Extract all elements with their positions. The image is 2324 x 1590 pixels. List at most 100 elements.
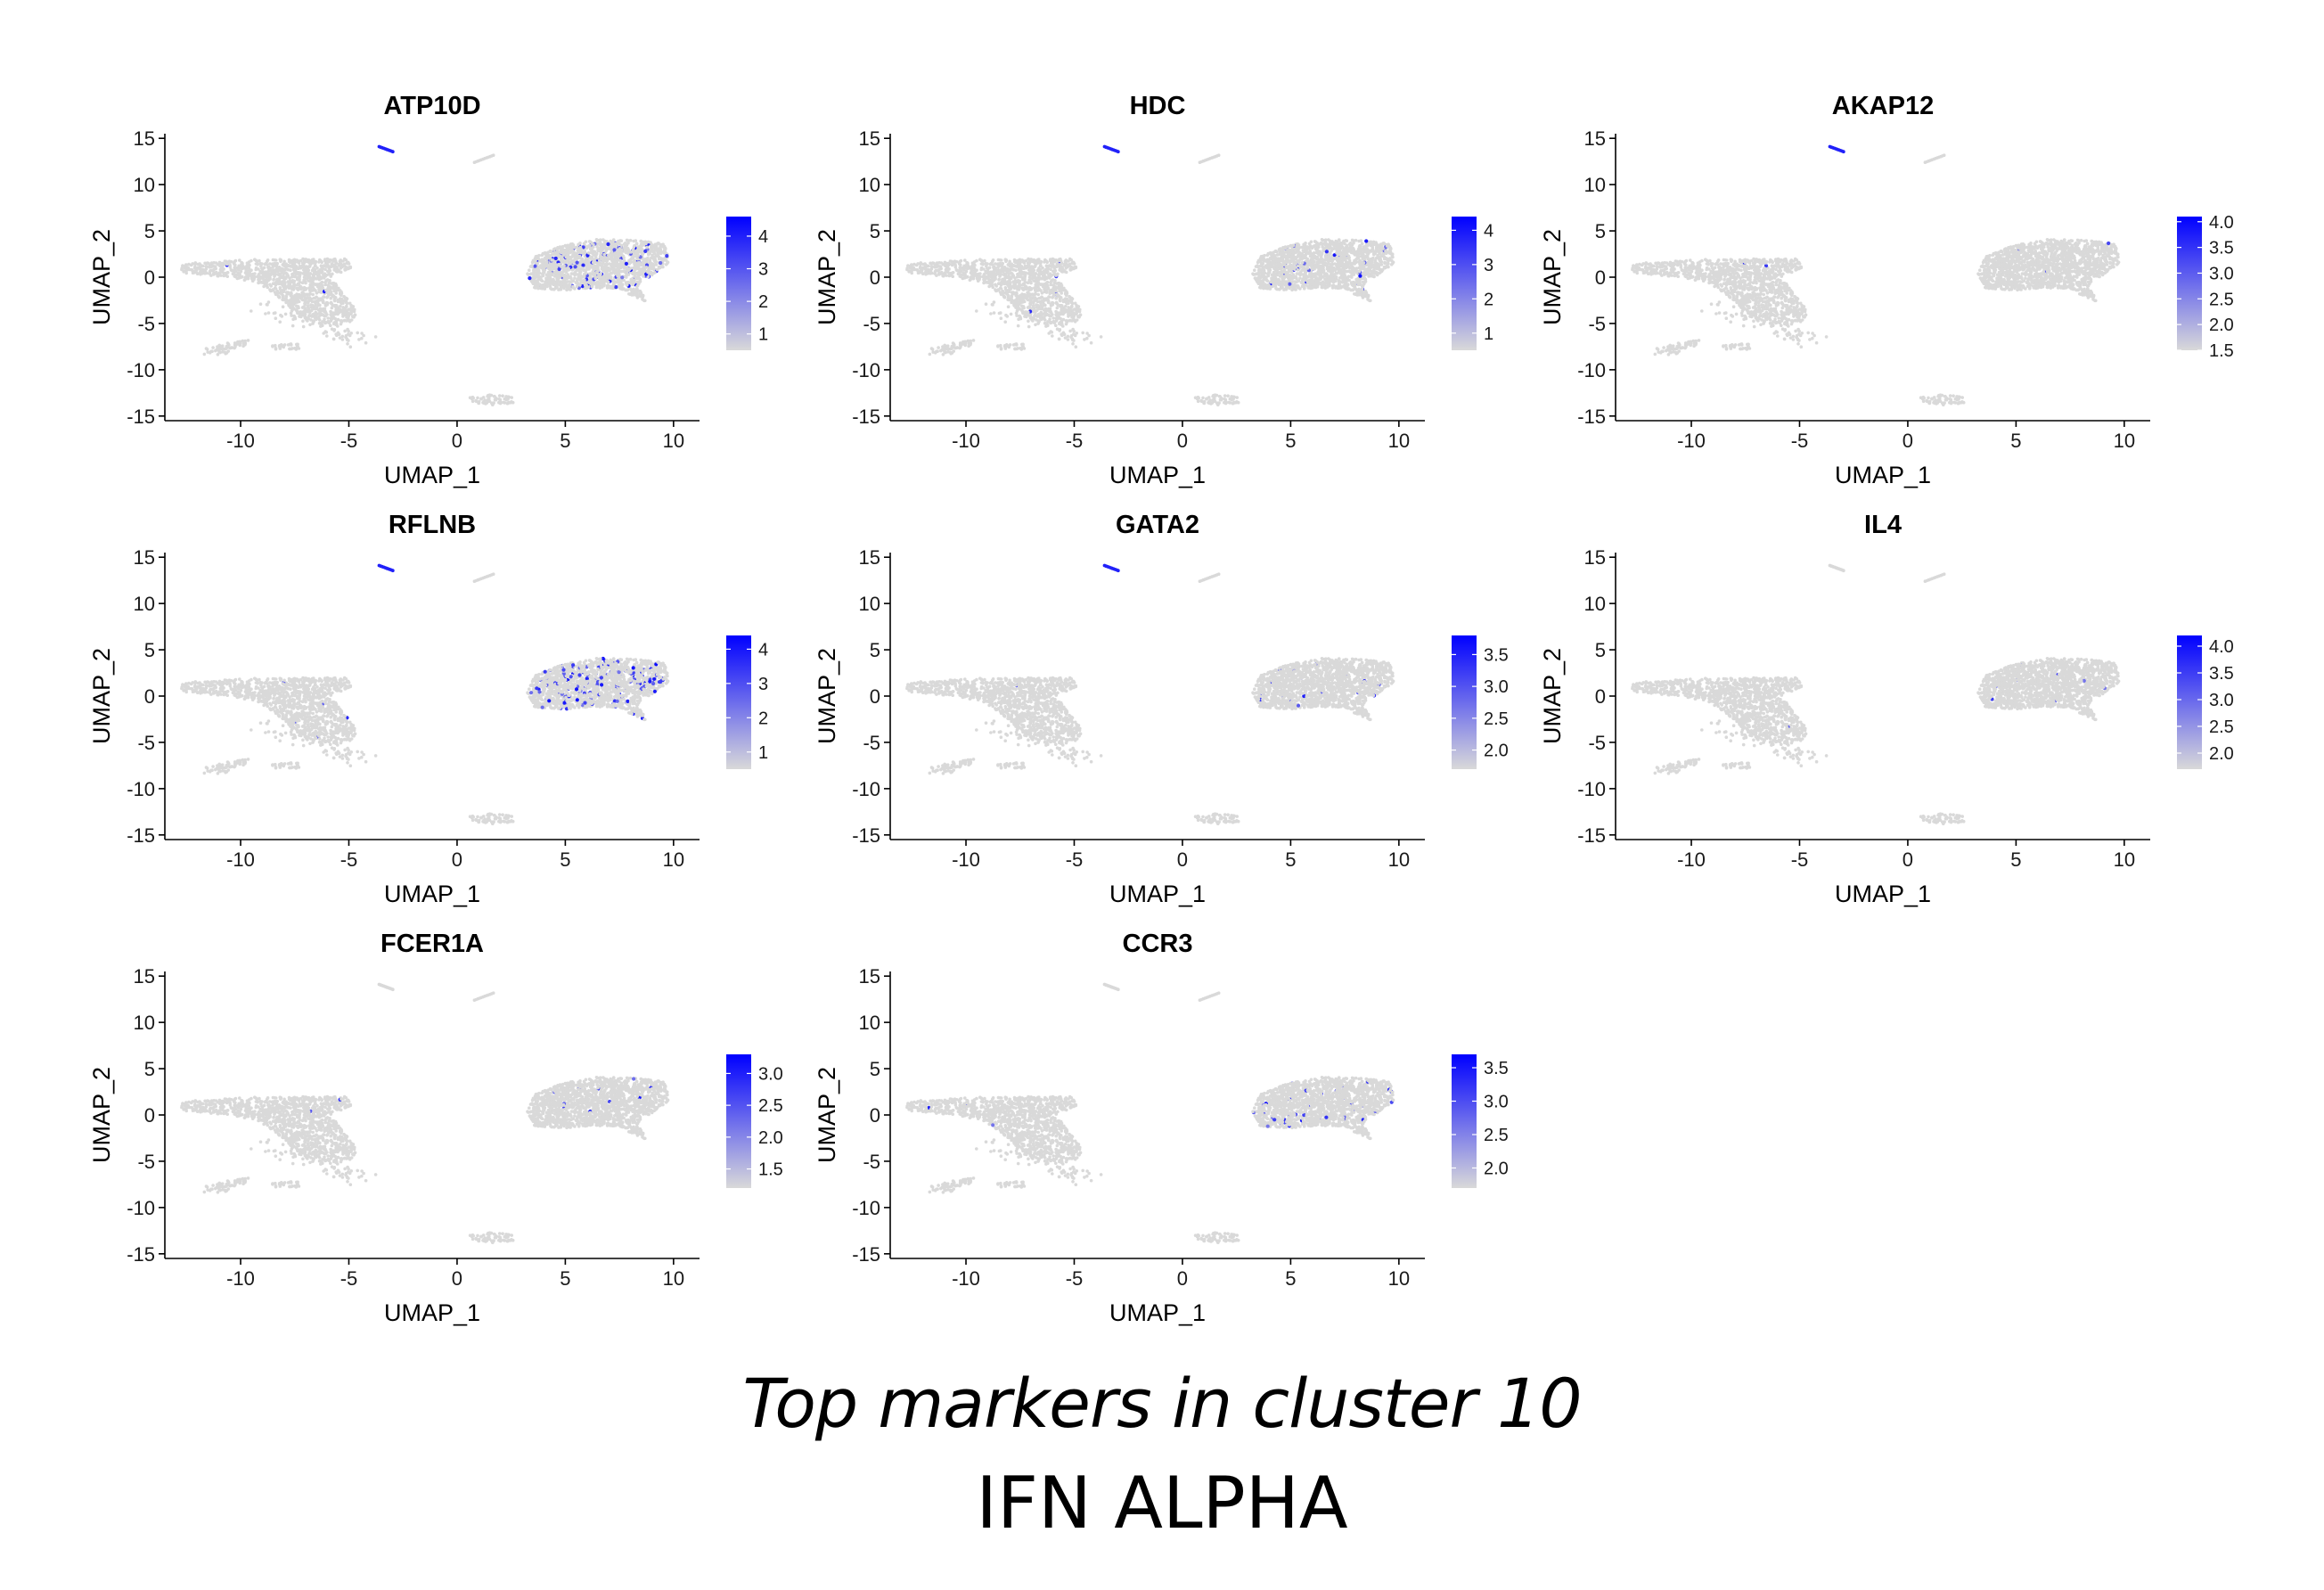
cell-point: [647, 270, 651, 275]
cell-point: [967, 343, 971, 348]
cell-point: [976, 272, 980, 276]
cell-point: [210, 349, 214, 354]
cell-point: [1007, 290, 1011, 294]
cell-point: [259, 280, 263, 284]
cell-point: [222, 267, 225, 271]
cell-point: [210, 264, 214, 267]
cell-point: [1078, 313, 1083, 317]
cell-point: [601, 277, 606, 282]
cell-point: [631, 289, 634, 293]
cell-point: [289, 268, 292, 273]
cell-point: [634, 293, 638, 298]
cell-point: [603, 256, 608, 259]
cell-point: [929, 269, 933, 274]
cell-point: [1050, 331, 1054, 334]
cell-point: [633, 274, 637, 278]
cell-point: [599, 272, 602, 275]
cell-point: [300, 281, 305, 285]
cell-point: [1034, 283, 1037, 287]
cell-point: [600, 246, 603, 250]
cell-point: [1075, 311, 1078, 315]
cell-point: [936, 349, 939, 354]
cell-point: [613, 257, 617, 260]
cell-point: [332, 322, 336, 326]
cell-point: [1005, 271, 1009, 275]
x-tick-label: 5: [560, 430, 570, 452]
cell-point: [271, 282, 275, 286]
cell-point: [334, 332, 339, 336]
expressing-cell-point: [557, 266, 561, 272]
cell-point: [639, 295, 643, 299]
cell-point: [651, 255, 656, 259]
cell-point: [1067, 315, 1070, 318]
cell-point: [534, 270, 538, 275]
cell-point: [181, 264, 184, 267]
cell-point: [226, 260, 231, 265]
cell-point: [626, 246, 630, 250]
cell-point: [331, 258, 335, 263]
cell-point: [233, 275, 237, 278]
cell-point: [313, 276, 317, 281]
cell-point: [308, 283, 313, 287]
cell-point: [600, 257, 603, 261]
cell-point: [317, 321, 322, 325]
cell-point: [566, 255, 570, 259]
cell-point: [326, 319, 331, 324]
cell-point: [339, 304, 342, 308]
cell-point: [906, 264, 910, 267]
cell-point: [1061, 309, 1065, 313]
cell-point: [619, 243, 624, 248]
cell-point: [1027, 324, 1031, 329]
cell-point: [258, 302, 263, 307]
cell-point: [340, 265, 344, 269]
cell-point: [1044, 324, 1048, 328]
cell-point: [642, 275, 645, 278]
cell-point: [1099, 335, 1103, 339]
cell-point: [329, 319, 333, 323]
cell-point: [1033, 274, 1036, 278]
cell-point: [313, 299, 317, 304]
cell-point: [311, 261, 315, 265]
cell-point: [312, 307, 316, 311]
cell-point: [328, 279, 331, 283]
cell-point: [593, 274, 597, 278]
cell-point: [1065, 265, 1069, 269]
cell-point: [662, 244, 667, 249]
cell-point: [260, 266, 264, 270]
cell-point: [282, 290, 286, 294]
cell-point: [1007, 298, 1011, 302]
cell-point: [622, 266, 626, 270]
cell-point: [266, 278, 270, 282]
legend-tick-label: 3: [758, 260, 768, 280]
cell-point: [1052, 259, 1057, 264]
cell-point: [282, 259, 286, 264]
cell-point: [571, 284, 575, 289]
cell-point: [1061, 312, 1065, 316]
cell-point: [1027, 258, 1031, 261]
cell-point: [1006, 293, 1010, 298]
cell-point: [274, 267, 278, 272]
cell-point: [983, 272, 986, 276]
cell-point: [583, 278, 586, 283]
cell-point: [476, 396, 479, 400]
cell-point: [1201, 396, 1205, 400]
cell-point: [477, 401, 480, 406]
cell-point: [1017, 303, 1021, 307]
cell-point: [636, 261, 641, 265]
cell-point: [281, 305, 285, 309]
cell-point: [293, 267, 298, 272]
cell-point: [292, 270, 297, 275]
cell-point: [651, 263, 655, 266]
cell-point: [266, 274, 271, 278]
cell-point: [941, 345, 945, 348]
cell-point: [280, 271, 284, 275]
cell-point: [272, 277, 276, 282]
cell-point: [635, 290, 640, 294]
cell-point: [491, 153, 495, 157]
cell-point: [267, 265, 271, 269]
cell-point: [659, 250, 662, 253]
cell-point: [485, 401, 489, 405]
cell-point: [616, 258, 619, 262]
cell-point: [996, 288, 1001, 292]
cell-point: [580, 250, 585, 255]
